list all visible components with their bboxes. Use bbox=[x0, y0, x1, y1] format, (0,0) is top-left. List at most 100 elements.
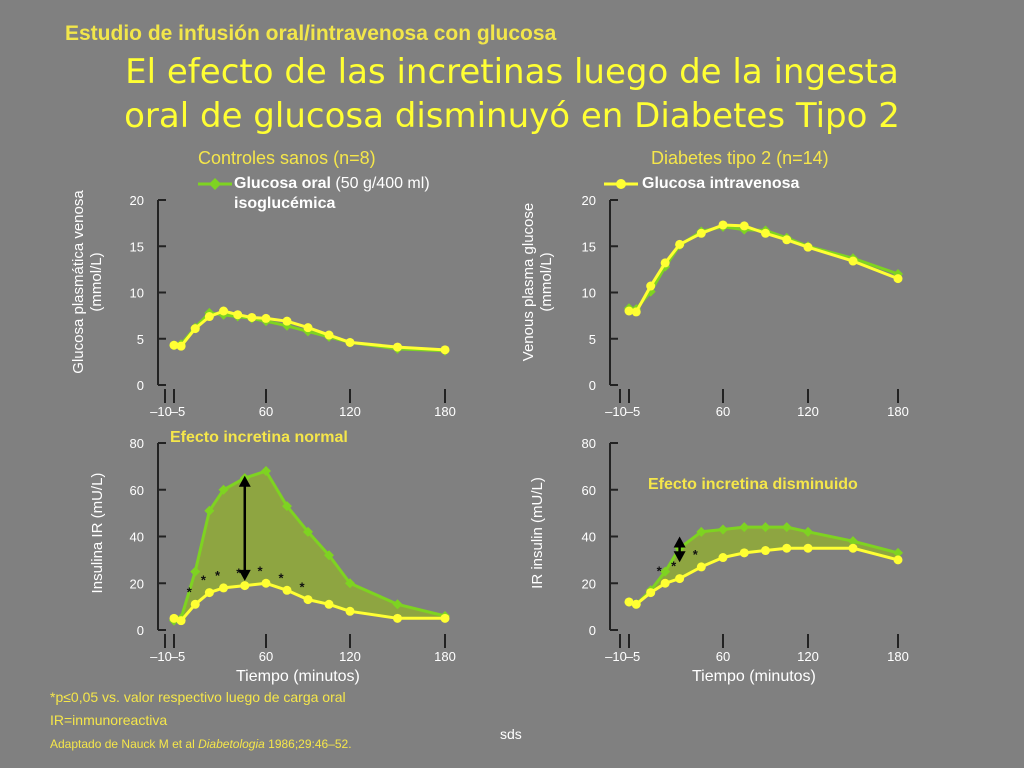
legend-oral: Glucosa oral (50 g/400 ml) isoglucémica bbox=[198, 174, 430, 214]
xaxis-title-t2d: Tiempo (minutos) bbox=[692, 668, 816, 685]
y-tick-label: 40 bbox=[130, 530, 144, 545]
y-tick-label: 0 bbox=[589, 623, 596, 638]
significance-asterisk: * bbox=[299, 580, 305, 595]
oral-glucose-series-point bbox=[803, 526, 813, 537]
iv-glucose-series-point bbox=[631, 599, 641, 609]
x-tick-label: 180 bbox=[887, 649, 909, 664]
iv-glucose-series-point bbox=[848, 256, 858, 266]
x-tick-label: 60 bbox=[259, 404, 273, 419]
x-tick-label: –5 bbox=[171, 404, 185, 419]
effect-arrow-head-up bbox=[238, 475, 251, 487]
x-tick-label: 180 bbox=[434, 649, 456, 664]
x-tick-label: –10 bbox=[150, 404, 172, 419]
iv-glucose-series-point bbox=[190, 599, 200, 609]
y-tick-label: 20 bbox=[130, 193, 144, 208]
slide-title-line-1: El efecto de las incretinas luego de la … bbox=[125, 52, 899, 92]
iv-glucose-series-point bbox=[303, 323, 313, 333]
x-tick-label: 60 bbox=[716, 649, 730, 664]
x-tick-label: –5 bbox=[626, 649, 640, 664]
y-tick-label: 0 bbox=[137, 623, 144, 638]
annotation-diminished-effect: Efecto incretina disminuido bbox=[648, 476, 858, 493]
oral-glucose-series-point bbox=[893, 547, 903, 558]
iv-glucose-series-point bbox=[624, 306, 634, 316]
oral-glucose-series-point bbox=[204, 505, 215, 516]
oral-glucose-series-point bbox=[345, 578, 355, 589]
oral-glucose-series-point bbox=[190, 566, 201, 577]
legend-iv-marker bbox=[604, 179, 638, 189]
oral-glucose-series-point bbox=[760, 522, 771, 533]
y-tick-label: 5 bbox=[589, 332, 596, 347]
x-tick-label: 180 bbox=[434, 404, 456, 419]
y-tick-label: 0 bbox=[137, 378, 144, 393]
legend-oral-label: Glucosa oral bbox=[234, 175, 331, 192]
iv-glucose-series-point bbox=[782, 543, 792, 553]
x-tick-label: 120 bbox=[797, 649, 819, 664]
iv-glucose-series-point bbox=[660, 258, 670, 268]
x-tick-label: 120 bbox=[339, 649, 361, 664]
iv-glucose-series-point bbox=[240, 581, 250, 591]
x-tick-label: 120 bbox=[797, 404, 819, 419]
iv-glucose-series-point bbox=[660, 578, 670, 588]
study-title: Estudio de infusión oral/intravenosa con… bbox=[65, 22, 557, 45]
iv-glucose-series-point bbox=[718, 220, 728, 230]
oral-glucose-series-point bbox=[739, 522, 750, 533]
y-tick-label: 20 bbox=[582, 576, 596, 591]
y-tick-label: 15 bbox=[582, 239, 596, 254]
x-tick-label: 60 bbox=[716, 404, 730, 419]
iv-glucose-series-point bbox=[675, 239, 685, 249]
slide-title-line-2: oral de glucosa disminuyó en Diabetes Ti… bbox=[124, 96, 900, 136]
y-tick-label: 0 bbox=[589, 378, 596, 393]
iv-glucose-series-point bbox=[393, 613, 402, 623]
source-journal: Diabetologia bbox=[198, 737, 265, 751]
iv-glucose-series-point bbox=[176, 616, 186, 626]
effect-arrow-head-down bbox=[238, 569, 251, 581]
iv-glucose-series-point bbox=[324, 330, 334, 340]
iv-glucose-series-point bbox=[440, 345, 450, 355]
iv-glucose-series-point bbox=[696, 562, 706, 572]
iv-glucose-series-point bbox=[440, 613, 450, 623]
y-tick-label: 60 bbox=[130, 483, 144, 498]
oral-glucose-series-point bbox=[261, 466, 271, 477]
footnote-ir: IR=inmunoreactiva bbox=[50, 712, 168, 728]
group-label-t2d: Diabetes tipo 2 (n=14) bbox=[651, 148, 829, 168]
iv-glucose-series-point bbox=[893, 274, 903, 284]
oral-glucose-series-point bbox=[660, 566, 671, 577]
iv-glucose-series-point bbox=[247, 312, 257, 322]
group-label-healthy: Controles sanos (n=8) bbox=[198, 148, 376, 168]
significance-asterisk: * bbox=[187, 584, 193, 599]
y-tick-label: 60 bbox=[582, 483, 596, 498]
footnote-significance: *p≤0,05 vs. valor respectivo luego de ca… bbox=[50, 689, 346, 705]
iv-glucose-series-point bbox=[219, 583, 229, 593]
iv-glucose-series-point bbox=[782, 235, 792, 245]
iv-glucose-series-point bbox=[204, 588, 214, 598]
oral-glucose-series-point bbox=[392, 599, 403, 610]
iv-glucose-series-point bbox=[631, 307, 641, 317]
significance-asterisk: * bbox=[215, 568, 221, 583]
iv-glucose-series-point bbox=[893, 555, 903, 565]
oral-glucose-series-point bbox=[696, 526, 707, 537]
legend-iv: Glucosa intravenosa bbox=[604, 174, 799, 194]
x-tick-label: 120 bbox=[339, 404, 361, 419]
y-tick-label: 80 bbox=[130, 436, 144, 451]
y-tick-label: 40 bbox=[582, 530, 596, 545]
iv-glucose-series-point bbox=[169, 613, 179, 623]
y-tick-label: 15 bbox=[130, 239, 144, 254]
effect-arrow-head-down bbox=[673, 551, 686, 563]
legend-oral-label-2: isoglucémica bbox=[234, 195, 336, 212]
y-tick-label: 5 bbox=[137, 332, 144, 347]
legend-oral-marker bbox=[198, 178, 232, 190]
iv-glucose-series-point bbox=[282, 585, 292, 595]
significance-asterisk: * bbox=[671, 559, 677, 574]
iv-glucose-series-point bbox=[739, 221, 749, 231]
x-tick-label: –10 bbox=[605, 649, 627, 664]
slide-tag: sds bbox=[500, 726, 522, 742]
significance-asterisk: * bbox=[201, 573, 207, 588]
iv-glucose-series-point bbox=[646, 588, 656, 598]
legend-iv-label: Glucosa intravenosa bbox=[642, 175, 800, 192]
x-tick-label: –10 bbox=[150, 649, 172, 664]
incretin-effect-area bbox=[629, 527, 898, 605]
iv-glucose-series-point bbox=[696, 228, 706, 238]
